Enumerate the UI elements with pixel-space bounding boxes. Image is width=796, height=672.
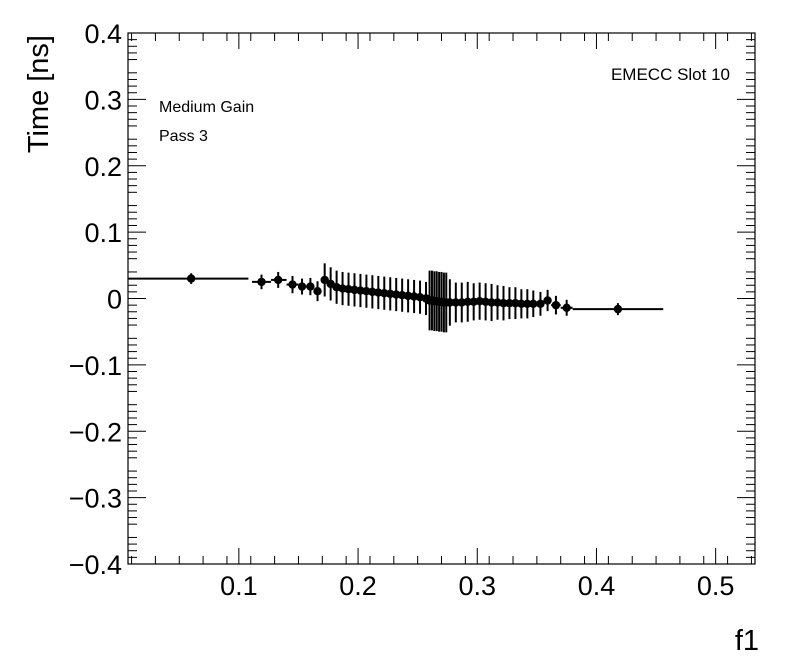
marker: [523, 299, 532, 309]
data-point: [320, 263, 329, 297]
marker: [313, 286, 322, 296]
data-point: [529, 290, 538, 318]
marker: [517, 299, 526, 309]
marker: [499, 298, 508, 308]
data-point: [463, 281, 472, 322]
marker: [306, 282, 315, 291]
marker: [288, 280, 297, 289]
y-tick-label: 0.3: [84, 85, 122, 115]
marker: [320, 275, 329, 285]
data-point: [499, 285, 508, 321]
y-tick-label: 0: [107, 285, 122, 315]
data-point: [560, 299, 573, 316]
marker: [613, 304, 623, 314]
marker: [551, 300, 561, 310]
y-tick-label: −0.4: [69, 550, 122, 580]
data-point: [392, 277, 401, 312]
data-point: [313, 281, 322, 302]
y-axis-title: Time [ns]: [23, 35, 55, 153]
marker: [505, 298, 514, 308]
data-point: [536, 291, 545, 316]
plot-frame: [127, 32, 756, 565]
marker: [273, 275, 283, 285]
data-point: [551, 295, 561, 315]
marker: [445, 298, 455, 307]
x-tick-label: 0.5: [697, 571, 735, 601]
data-point: [451, 282, 461, 323]
axis-ticks: [128, 32, 755, 565]
marker: [257, 277, 266, 287]
data-point: [306, 277, 315, 296]
marker: [186, 274, 196, 283]
data-point: [543, 289, 552, 312]
data-points: [128, 263, 664, 333]
pass-annotation: Pass 3: [159, 128, 208, 145]
y-tick-labels: −0.4 −0.3 −0.2 −0.1 0 0.1 0.2 0.3 0.4: [69, 19, 122, 580]
marker: [451, 298, 461, 307]
y-tick-label: 0.2: [84, 152, 122, 182]
data-point: [572, 303, 664, 316]
marker: [562, 303, 571, 312]
marker: [463, 297, 472, 307]
x-tick-label: 0.1: [220, 571, 258, 601]
y-tick-label: −0.2: [69, 417, 122, 447]
marker: [297, 282, 307, 291]
data-point: [326, 267, 335, 301]
data-point: [445, 279, 455, 326]
gain-annotation: Medium Gain: [159, 99, 254, 116]
data-point: [487, 283, 496, 322]
data-point: [523, 289, 532, 319]
marker: [487, 298, 496, 307]
data-point: [297, 278, 307, 295]
x-tick-label: 0.2: [339, 571, 377, 601]
x-tick-label: 0.3: [458, 571, 496, 601]
y-tick-label: 0.1: [84, 218, 122, 248]
y-tick-label: −0.1: [69, 351, 122, 381]
x-tick-labels: 0.1 0.2 0.3 0.4 0.5: [220, 571, 734, 601]
data-point: [517, 289, 526, 319]
x-tick-label: 0.4: [578, 571, 616, 601]
marker: [543, 296, 552, 305]
data-point: [128, 273, 249, 284]
y-tick-label: −0.3: [69, 484, 122, 514]
marker: [536, 299, 545, 309]
data-point: [271, 271, 287, 288]
data-point: [286, 275, 299, 294]
data-point: [251, 274, 272, 290]
y-tick-label: 0.4: [84, 19, 122, 49]
data-point: [505, 287, 514, 320]
x-axis-title: f1: [735, 625, 759, 657]
marker: [529, 299, 538, 309]
slot-annotation: EMECC Slot 10: [611, 65, 730, 84]
